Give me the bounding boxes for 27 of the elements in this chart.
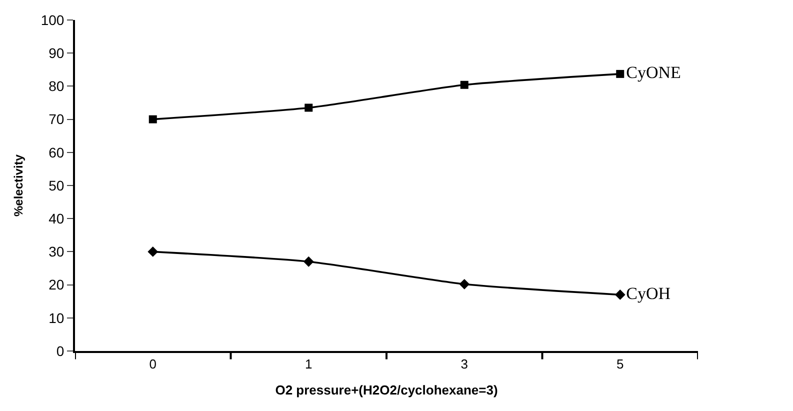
y-tick-label: 0 [56, 342, 64, 359]
x-tick-label: 5 [616, 356, 624, 372]
point [304, 104, 313, 112]
point [148, 246, 158, 257]
y-axis-title: %electivity [12, 154, 26, 217]
y-tick-label: 50 [48, 177, 64, 194]
y-tick-label: 10 [48, 310, 64, 326]
x-axis-title: O2 pressure+(H2O2/cyclohexane=3) [275, 382, 498, 398]
y-tick-label: 30 [48, 244, 64, 260]
x-tick-label: 3 [460, 356, 468, 372]
point [460, 80, 468, 89]
y-tick-label: 40 [48, 210, 64, 226]
y-tick-label: 20 [48, 276, 64, 293]
y-tick-label: 80 [48, 78, 64, 94]
x-tick-label: 0 [149, 356, 156, 372]
point [616, 70, 624, 78]
y-tick-label: 70 [48, 111, 64, 128]
y-tick-label: 100 [40, 12, 64, 28]
y-tick-label: 90 [48, 45, 64, 61]
point [459, 278, 470, 290]
point [303, 256, 314, 267]
point [148, 115, 157, 124]
y-tick-label: 60 [48, 144, 64, 160]
series-label: CyOH [626, 284, 671, 303]
point [614, 290, 626, 300]
x-tick-label: 1 [305, 356, 312, 372]
series-label: CyONE [626, 63, 681, 82]
